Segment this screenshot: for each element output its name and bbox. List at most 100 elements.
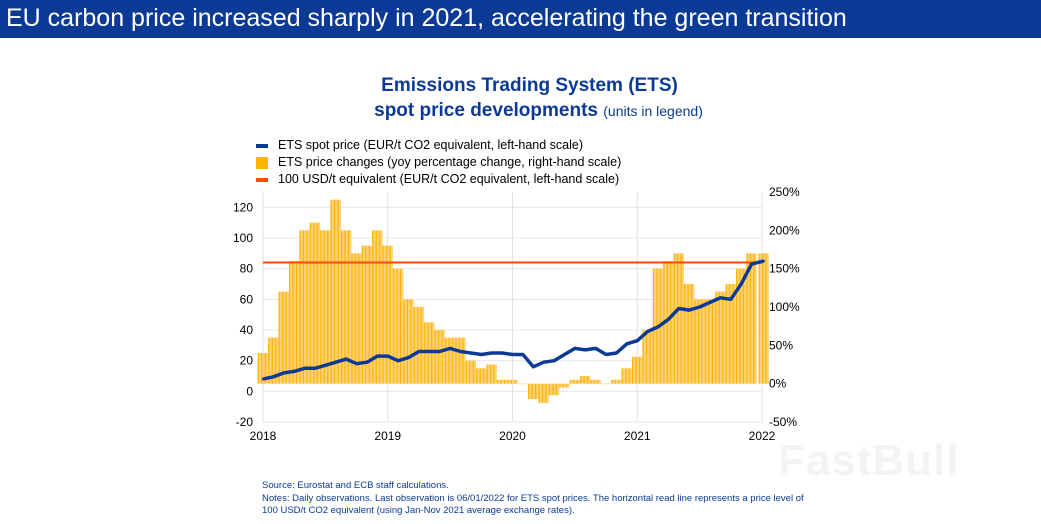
yoy-bar-stripe — [701, 299, 703, 384]
yoy-bar-stripe — [742, 268, 745, 384]
legend-swatch — [256, 156, 268, 169]
legend-spot-price: ETS spot price (EUR/t CO2 equivalent, le… — [256, 138, 583, 152]
spot-price-point — [448, 347, 452, 350]
yoy-bar — [704, 299, 716, 384]
yoy-bar-stripe — [476, 368, 478, 384]
spot-price-point — [750, 262, 753, 266]
yoy-bar-stripe — [510, 379, 512, 384]
right-tick-label: 150% — [769, 262, 800, 276]
yoy-bar-stripe — [687, 284, 689, 384]
chart-subtitle: spot price developments (units in legend… — [0, 100, 1041, 122]
yoy-bar — [455, 337, 466, 384]
yoy-bar-stripe — [538, 383, 540, 403]
yoy-bar — [309, 222, 321, 384]
yoy-bar — [694, 299, 705, 384]
yoy-bar-stripe — [552, 383, 554, 396]
yoy-bar-stripe — [749, 253, 752, 384]
yoy-bar-stripe — [351, 253, 353, 384]
yoy-bar-stripe — [729, 284, 731, 384]
yoy-bar-stripe — [337, 199, 339, 384]
yoy-bar — [517, 383, 529, 385]
yoy-bar-stripe — [573, 379, 575, 384]
yoy-bar-stripe — [593, 379, 596, 384]
yoy-bar-stripe — [327, 230, 329, 384]
yoy-bar — [392, 268, 404, 384]
yoy-bar-stripe — [555, 383, 558, 396]
yoy-bar — [569, 379, 581, 384]
spot-price-point — [490, 351, 493, 355]
chart-title: Emissions Trading System (ETS) — [381, 75, 678, 96]
yoy-bar-stripe — [389, 245, 391, 384]
yoy-bar-stripe — [694, 299, 696, 384]
spot-price-point — [646, 330, 649, 333]
yoy-bar-stripe — [257, 353, 260, 384]
yoy-bar-stripe — [302, 230, 305, 384]
yoy-bar-stripe — [486, 364, 488, 384]
yoy-bar — [663, 261, 674, 384]
x-tick-label: 2022 — [749, 429, 776, 443]
yoy-bar-stripe — [649, 330, 651, 384]
spot-price-point — [355, 362, 358, 365]
yoy-bar-stripe — [437, 330, 440, 384]
yoy-bar-stripe — [548, 383, 551, 396]
yoy-bar-stripe — [566, 383, 568, 388]
spot-price-point — [762, 259, 765, 263]
spot-price-point — [407, 356, 410, 359]
spot-price-point — [573, 347, 577, 350]
spot-price-point — [334, 361, 337, 364]
spot-price-point — [656, 325, 660, 329]
left-tick-label: 100 — [233, 231, 253, 245]
yoy-bar-stripe — [313, 222, 315, 384]
yoy-bar-stripe — [309, 222, 311, 384]
yoy-bar — [758, 253, 769, 384]
yoy-bar-stripe — [732, 284, 734, 384]
spot-price-point — [344, 357, 348, 361]
legend-usd100: 100 USD/t equivalent (EUR/t CO2 equivale… — [256, 172, 619, 186]
yoy-bar — [278, 291, 289, 384]
spot-price-point — [594, 347, 597, 350]
spot-price-point — [521, 353, 525, 356]
yoy-bar — [361, 245, 373, 384]
spot-price-point — [667, 318, 670, 321]
yoy-bar — [528, 383, 539, 399]
yoy-bar — [257, 353, 269, 384]
yoy-bar-stripe — [569, 379, 571, 384]
spot-price-point — [563, 353, 566, 356]
yoy-bar — [320, 230, 331, 384]
x-tick-label: 2020 — [499, 429, 526, 443]
yoy-bar-stripe — [392, 268, 395, 384]
yoy-bar — [444, 337, 456, 384]
yoy-bar-stripe — [268, 337, 270, 384]
yoy-bar-stripe — [354, 253, 357, 384]
yoy-bar-stripe — [580, 376, 582, 384]
spot-price-point — [615, 351, 618, 355]
yoy-bar-stripe — [316, 222, 318, 384]
yoy-bar-stripe — [559, 383, 561, 388]
yoy-bar-stripe — [483, 368, 485, 384]
yoy-bar-stripe — [444, 337, 447, 384]
yoy-bar-stripe — [375, 230, 377, 384]
spot-price-point — [480, 353, 483, 356]
yoy-bar-stripe — [503, 379, 506, 384]
spot-price-point — [542, 361, 545, 364]
left-tick-label: -20 — [236, 415, 254, 429]
x-tick-label: 2018 — [250, 429, 277, 443]
yoy-bar — [268, 337, 279, 384]
yoy-bar-stripe — [632, 356, 634, 384]
yoy-bar — [746, 253, 757, 384]
yoy-bar — [621, 368, 633, 384]
right-tick-label: 0% — [769, 377, 787, 391]
yoy-bar-stripe — [541, 383, 544, 403]
watermark: FastBull — [778, 436, 960, 485]
slide-title: EU carbon price increased sharply in 202… — [6, 4, 847, 32]
yoy-bar-stripe — [528, 383, 530, 399]
yoy-bar-stripe — [500, 379, 502, 384]
yoy-bar-stripe — [469, 360, 471, 384]
yoy-bar-stripe — [292, 261, 294, 384]
yoy-bar-stripe — [410, 299, 412, 384]
yoy-bar — [299, 230, 310, 384]
yoy-bar-stripe — [697, 299, 700, 384]
legend-price-changes: ETS price changes (yoy percentage change… — [256, 155, 621, 169]
yoy-bar — [496, 379, 508, 384]
